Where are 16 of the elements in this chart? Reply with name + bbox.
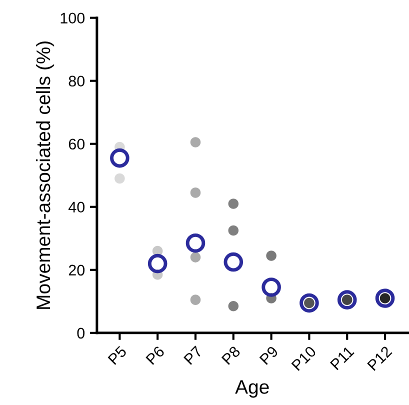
x-tick-label: P9 bbox=[259, 346, 279, 365]
x-tick-label: P12 bbox=[366, 346, 392, 371]
y-tick-label: 100 bbox=[60, 12, 85, 24]
x-tick-label: P10 bbox=[291, 345, 317, 371]
x-tick-label: P11 bbox=[330, 346, 354, 370]
y-tick-label: 40 bbox=[68, 202, 85, 213]
y-tick-label: 20 bbox=[68, 264, 85, 276]
y-axis-title: Movement-associated cells (%) bbox=[36, 41, 54, 309]
x-tick-label: P8 bbox=[221, 345, 241, 365]
y-tick-label: 0 bbox=[77, 328, 85, 339]
x-axis-title: Age bbox=[235, 380, 269, 398]
x-tick-label: P5 bbox=[108, 346, 128, 365]
y-tick-label: 60 bbox=[68, 138, 85, 150]
y-tick-label: 80 bbox=[68, 76, 85, 87]
x-tick-label: P7 bbox=[184, 346, 203, 365]
x-tick-label: P6 bbox=[146, 345, 166, 365]
